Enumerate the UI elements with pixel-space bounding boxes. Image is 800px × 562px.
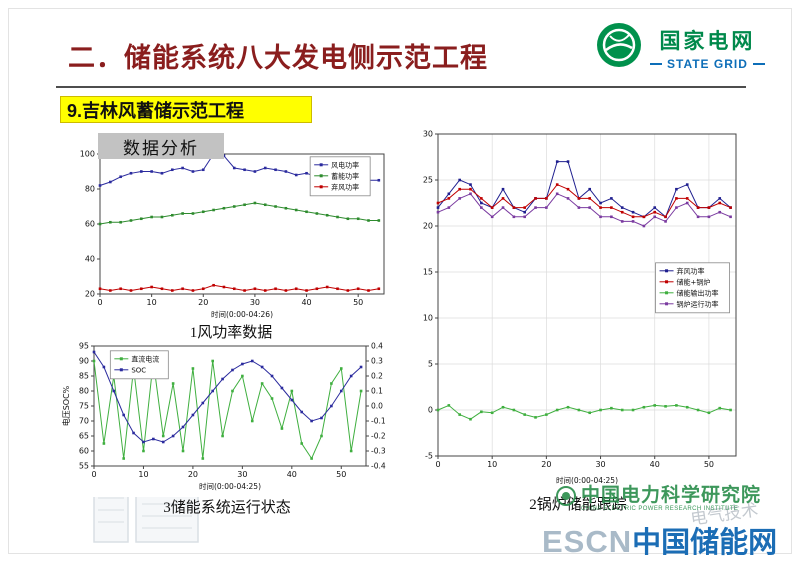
svg-text:50: 50: [336, 470, 346, 479]
wind-power-chart-caption: 1风功率数据: [189, 325, 273, 341]
svg-text:50: 50: [353, 298, 363, 307]
svg-text:95: 95: [79, 342, 89, 351]
storage-status-chart-caption: 3储能系统运行状态: [163, 500, 291, 516]
svg-text:0: 0: [97, 298, 102, 307]
cepri-name-cn: 中国电力科学研究院: [581, 485, 762, 506]
cepri-watermark-text: 中国电力科学研究院 CHINA ELECTRIC POWER RESEARCH …: [581, 486, 761, 512]
svg-text:50: 50: [704, 460, 714, 469]
svg-text:20: 20: [541, 460, 551, 469]
state-grid-logo-icon: [596, 22, 642, 73]
svg-text:SOC: SOC: [131, 366, 146, 374]
svg-text:储能输出功率: 储能输出功率: [677, 288, 719, 297]
svg-text:弃风功率: 弃风功率: [677, 266, 705, 275]
svg-text:锅炉运行功率: 锅炉运行功率: [677, 299, 719, 308]
svg-text:60: 60: [85, 220, 95, 229]
svg-text:蓄能功率: 蓄能功率: [331, 171, 359, 180]
svg-text:0: 0: [435, 460, 440, 469]
state-grid-logo: 国家电网 STATE GRID: [596, 22, 765, 73]
svg-text:0.0: 0.0: [371, 402, 383, 411]
svg-text:60: 60: [79, 447, 89, 456]
cepri-name-en: CHINA ELECTRIC POWER RESEARCH INSTITUTE: [581, 505, 739, 512]
state-grid-name-cn: 国家电网: [659, 29, 756, 53]
svg-text:0.1: 0.1: [371, 387, 383, 396]
svg-text:40: 40: [287, 470, 297, 479]
svg-text:-0.4: -0.4: [371, 462, 386, 471]
svg-text:90: 90: [79, 357, 89, 366]
svg-text:时间(0:00-04:25): 时间(0:00-04:25): [199, 481, 261, 491]
svg-text:20: 20: [188, 470, 198, 479]
svg-text:5: 5: [428, 360, 433, 369]
logo-rule-right: [752, 62, 765, 65]
svg-text:100: 100: [80, 150, 95, 159]
svg-text:直流电流: 直流电流: [131, 354, 159, 363]
cepri-logo-icon: [556, 486, 576, 511]
svg-text:10: 10: [147, 298, 157, 307]
svg-text:55: 55: [79, 462, 89, 471]
svg-text:风电功率: 风电功率: [331, 160, 359, 169]
svg-text:25: 25: [423, 176, 433, 185]
svg-text:80: 80: [85, 185, 95, 194]
storage-status-svg: 55 60 65 70 75 80 85 90 95 0 10 20 30 40 50 -0.4 -0.3 -0.…: [61, 342, 386, 492]
state-grid-logo-text: 国家电网 STATE GRID: [650, 25, 765, 71]
svg-text:0.3: 0.3: [371, 357, 383, 366]
svg-text:0: 0: [91, 470, 96, 479]
svg-text:30: 30: [423, 130, 433, 139]
svg-text:10: 10: [423, 314, 433, 323]
svg-text:75: 75: [79, 402, 89, 411]
svg-text:时间(0:00-04:26): 时间(0:00-04:26): [211, 309, 273, 319]
svg-text:80: 80: [79, 387, 89, 396]
boiler-tracking-chart: -5 0 5 10 15 20 25 30 0 10 20 30 40 50 时间(0:00-04:25) 弃…: [412, 126, 744, 491]
data-analysis-label: 数据分析: [98, 133, 224, 159]
boiler-tracking-chart-caption: 2锅炉储能跟踪: [529, 497, 627, 513]
svg-text:30: 30: [595, 460, 605, 469]
svg-text:储能+锅炉: 储能+锅炉: [677, 277, 711, 286]
svg-text:0: 0: [428, 406, 433, 415]
svg-text:0.2: 0.2: [371, 372, 383, 381]
wind-power-chart: 20 40 60 80 100 0 10 20 30 40 50 时间(0:00-04:26) 风电功率…: [70, 148, 392, 325]
svg-text:-0.3: -0.3: [371, 447, 386, 456]
svg-text:65: 65: [79, 432, 89, 441]
wind-power-svg: 20 40 60 80 100 0 10 20 30 40 50 时间(0:00-04:26) 风电功率…: [80, 150, 385, 319]
storage-status-chart: 55 60 65 70 75 80 85 90 95 0 10 20 30 40 50 -0.4 -0.3 -0.…: [60, 340, 394, 497]
svg-text:时间(0:00-04:25): 时间(0:00-04:25): [556, 475, 618, 485]
title-underline: [56, 86, 746, 88]
svg-text:30: 30: [250, 298, 260, 307]
page-title: 二．储能系统八大发电侧示范工程: [68, 43, 488, 73]
svg-text:-5: -5: [425, 452, 433, 461]
state-grid-name-en: STATE GRID: [667, 56, 748, 71]
escn-watermark-name: 中国储能网: [632, 527, 778, 559]
svg-text:20: 20: [423, 222, 433, 231]
section-banner: 9.吉林风蓄储示范工程: [60, 96, 312, 123]
svg-text:0.4: 0.4: [371, 342, 383, 351]
svg-text:40: 40: [301, 298, 311, 307]
escn-watermark-prefix: ESCN: [542, 524, 633, 559]
svg-text:10: 10: [138, 470, 148, 479]
logo-rule-left: [650, 62, 662, 65]
svg-text:20: 20: [198, 298, 208, 307]
svg-text:20: 20: [85, 290, 95, 299]
svg-text:85: 85: [79, 372, 89, 381]
svg-text:40: 40: [85, 255, 95, 264]
cepri-watermark: 中国电力科学研究院 CHINA ELECTRIC POWER RESEARCH …: [556, 486, 761, 512]
svg-text:-0.2: -0.2: [371, 432, 386, 441]
state-grid-name-en-row: STATE GRID: [650, 57, 765, 71]
svg-text:-0.1: -0.1: [371, 417, 386, 426]
escn-watermark: ESCN中国储能网: [542, 519, 777, 561]
svg-text:电压SOC%: 电压SOC%: [61, 385, 71, 426]
svg-text:10: 10: [487, 460, 497, 469]
svg-text:30: 30: [237, 470, 247, 479]
svg-text:15: 15: [423, 268, 433, 277]
svg-text:弃风功率: 弃风功率: [331, 182, 359, 191]
svg-text:70: 70: [79, 417, 89, 426]
svg-text:40: 40: [650, 460, 660, 469]
